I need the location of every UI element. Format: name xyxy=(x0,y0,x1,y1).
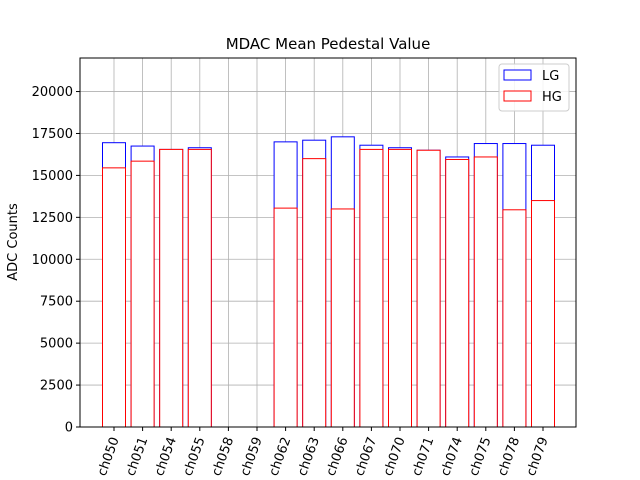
y-tick-label: 7500 xyxy=(40,295,73,310)
y-tick-label: 10000 xyxy=(32,253,73,268)
bar-hg-ch055 xyxy=(187,148,212,428)
bar-hg-ch063 xyxy=(302,158,327,428)
legend-label-hg: HG xyxy=(542,90,562,105)
bar-hg-ch074 xyxy=(445,158,470,428)
bar-hg-ch066 xyxy=(330,208,355,428)
bar-hg-ch050 xyxy=(102,167,126,428)
bar-hg-ch070 xyxy=(388,148,412,428)
bar-hg-ch078 xyxy=(502,209,527,428)
legend-swatch-lg xyxy=(503,69,532,81)
legend: LG HG xyxy=(498,63,570,112)
y-tick-label: 20000 xyxy=(32,85,73,100)
y-axis-title: ADC Counts xyxy=(6,203,21,281)
legend-label-lg: LG xyxy=(542,69,559,84)
legend-swatch-hg xyxy=(503,90,532,102)
y-tick-label: 0 xyxy=(65,421,73,436)
plot-frame xyxy=(79,57,577,428)
bar-hg-ch062 xyxy=(273,207,298,428)
bar-hg-ch079 xyxy=(531,200,555,428)
y-tick-label: 2500 xyxy=(40,379,73,394)
bar-hg-ch075 xyxy=(473,156,498,428)
y-tick-label: 12500 xyxy=(32,211,73,226)
y-tick-label: 5000 xyxy=(40,337,73,352)
bar-hg-ch054 xyxy=(159,148,184,428)
y-tick-label: 15000 xyxy=(32,169,73,184)
bar-hg-ch071 xyxy=(416,149,441,428)
chart-title: MDAC Mean Pedestal Value xyxy=(226,35,431,53)
bar-hg-ch067 xyxy=(359,148,384,428)
y-tick-label: 17500 xyxy=(32,127,73,142)
bars xyxy=(102,136,555,428)
y-axis-ticks: 0 2500 5000 7500 10000 12500 15000 17500 20000 xyxy=(32,85,80,436)
bar-hg-ch051 xyxy=(130,160,155,428)
